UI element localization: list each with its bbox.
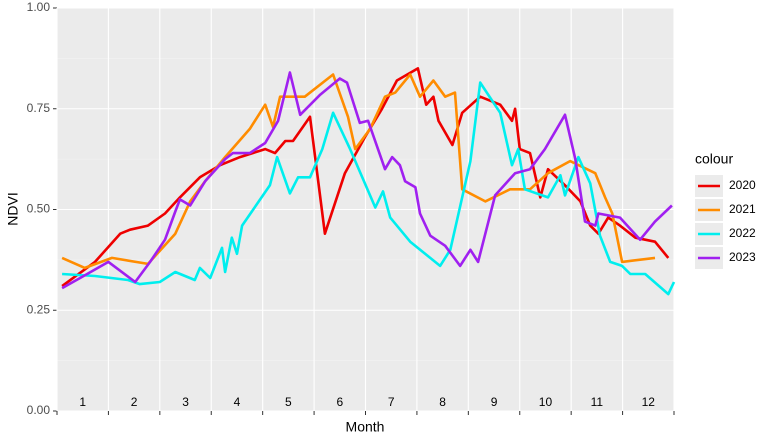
x-axis-label: Month bbox=[346, 419, 385, 435]
month-label: 9 bbox=[491, 395, 498, 409]
month-label: 7 bbox=[388, 395, 395, 409]
month-label: 6 bbox=[336, 395, 343, 409]
month-label: 12 bbox=[642, 395, 656, 409]
series-line bbox=[61, 67, 670, 288]
y-tick-label: 0.00 bbox=[27, 403, 51, 417]
series-line bbox=[62, 81, 676, 296]
y-tick-label: 0.75 bbox=[27, 101, 51, 115]
y-tick-label: 0.25 bbox=[27, 302, 51, 316]
month-label: 3 bbox=[182, 395, 189, 409]
legend-label: 2023 bbox=[729, 250, 756, 264]
series-line bbox=[61, 71, 673, 290]
month-label: 8 bbox=[439, 395, 446, 409]
month-label: 5 bbox=[285, 395, 292, 409]
legend-label: 2022 bbox=[729, 226, 756, 240]
legend-title: colour bbox=[695, 151, 733, 167]
month-label: 1 bbox=[79, 395, 86, 409]
legend-label: 2021 bbox=[729, 202, 756, 216]
month-label: 11 bbox=[591, 395, 604, 409]
y-axis-label: NDVI bbox=[5, 192, 21, 225]
y-tick-label: 0.50 bbox=[27, 202, 51, 216]
month-label: 4 bbox=[234, 395, 241, 409]
month-label: 10 bbox=[539, 395, 553, 409]
y-tick-label: 1.00 bbox=[27, 0, 51, 14]
month-label: 2 bbox=[131, 395, 138, 409]
legend-label: 2020 bbox=[729, 178, 756, 192]
